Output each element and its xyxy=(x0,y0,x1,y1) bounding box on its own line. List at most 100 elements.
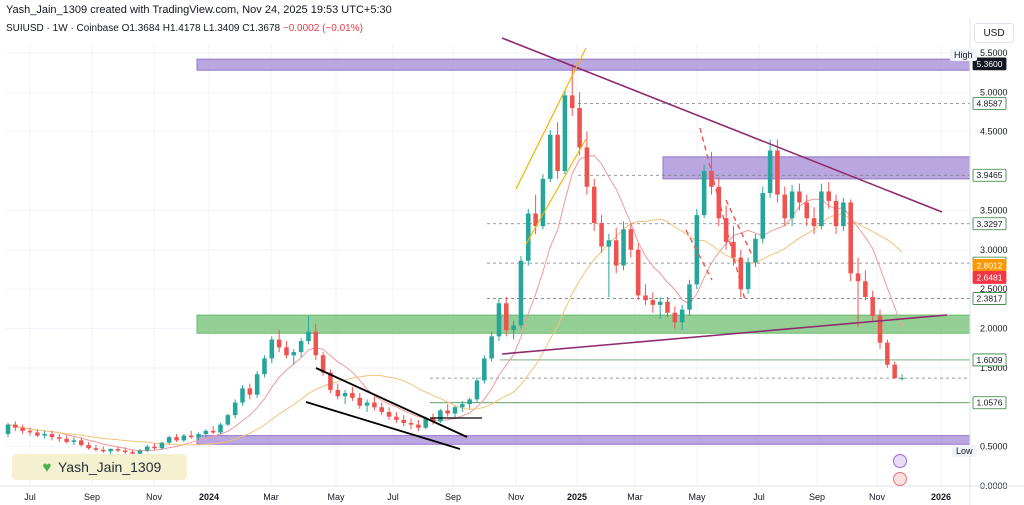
candle-body xyxy=(247,388,253,395)
x-tick-label: Jul xyxy=(24,492,36,502)
candle-body xyxy=(452,407,458,414)
candle-body xyxy=(679,309,685,323)
chart-background xyxy=(0,18,1024,505)
candle-body xyxy=(298,341,304,353)
candle-body xyxy=(5,424,11,435)
candle-body xyxy=(511,325,516,331)
candle-body xyxy=(650,300,656,305)
y-tick-label: 3.0000 xyxy=(980,245,1008,255)
y-tick-label: 3.5000 xyxy=(980,205,1008,215)
price-label-text: 2.8012 xyxy=(977,260,1003,270)
candle-body xyxy=(848,202,853,274)
candle-body xyxy=(71,440,77,442)
y-tick-label: 5.0000 xyxy=(980,87,1008,97)
candle-body xyxy=(49,434,55,438)
symbol-legend[interactable]: SUIUSD · 1W · Coinbase O1.3684 H1.4178 L… xyxy=(6,23,363,34)
candle-body xyxy=(613,240,619,266)
candle-body xyxy=(672,312,678,323)
candle-body xyxy=(269,339,275,359)
candle-body xyxy=(64,438,69,442)
price-label-text: 2.6481 xyxy=(977,272,1003,282)
candle-body xyxy=(591,186,597,223)
candle-body xyxy=(93,448,99,450)
candle-body xyxy=(57,437,62,439)
x-tick-label: 2026 xyxy=(931,492,951,502)
lightning-icon[interactable] xyxy=(893,454,907,468)
candle-body xyxy=(27,430,33,433)
candle-body xyxy=(408,423,414,425)
candle-body xyxy=(306,331,311,342)
candle-body xyxy=(166,437,172,443)
candle-body xyxy=(372,402,377,408)
candle-body xyxy=(562,95,568,171)
candle-body xyxy=(723,218,729,242)
price-label-box xyxy=(972,96,1007,110)
candle-body xyxy=(254,374,260,395)
candle-body xyxy=(555,134,560,171)
candle-body xyxy=(445,410,450,414)
price-label-text: 5.3600 xyxy=(977,59,1003,69)
candle-body xyxy=(599,222,604,247)
x-tick-label: Nov xyxy=(508,492,525,502)
candle-body xyxy=(335,389,341,397)
price-label-text: 3.9465 xyxy=(977,170,1003,180)
candle-body xyxy=(130,452,135,454)
candle-body xyxy=(328,372,333,390)
candle-body xyxy=(284,347,289,356)
candle-body xyxy=(877,315,883,343)
header-bar: Yash_Jain_1309 created with TradingView.… xyxy=(0,0,1024,18)
candle-body xyxy=(826,191,831,201)
candle-body xyxy=(885,342,890,365)
price-label-box xyxy=(972,353,1007,367)
candle-body xyxy=(540,178,546,227)
x-tick-label: Mar xyxy=(263,492,279,502)
heart-icon: ♥ xyxy=(42,458,52,476)
candle-body xyxy=(401,419,406,423)
candle-body xyxy=(643,295,648,301)
candle-body xyxy=(276,339,282,348)
y-tick-label: 2.0000 xyxy=(980,324,1008,334)
price-label-box xyxy=(972,292,1007,305)
x-tick-label: 2025 xyxy=(567,492,587,502)
creator-text: Yash_Jain_1309 created with TradingView.… xyxy=(6,4,392,16)
x-tick-label: Sep xyxy=(445,492,461,502)
candle-body xyxy=(159,442,165,449)
price-label-box xyxy=(972,396,1007,410)
price-label-box xyxy=(972,57,1007,71)
candle-body xyxy=(20,427,25,431)
drawings xyxy=(305,37,948,450)
candle-body xyxy=(870,297,875,316)
candle-body xyxy=(577,108,582,148)
grid xyxy=(0,18,1024,505)
candle-body xyxy=(423,418,428,428)
candle-body xyxy=(430,418,436,422)
candle-body xyxy=(833,200,839,227)
candle-body xyxy=(394,416,399,420)
candle-body xyxy=(13,424,18,428)
candle-body xyxy=(753,238,758,263)
candle-body xyxy=(709,171,714,187)
close-value: C1.3678 xyxy=(242,23,281,34)
candle-body xyxy=(225,415,231,425)
flag-icon[interactable] xyxy=(893,472,907,486)
currency-selector[interactable]: USD xyxy=(974,23,1014,43)
candle-body xyxy=(474,380,480,400)
candle-body xyxy=(210,430,216,433)
candle-body xyxy=(122,450,128,453)
candle-body xyxy=(174,437,179,441)
y-tick-label: 2.5000 xyxy=(980,284,1008,294)
candle-body xyxy=(621,229,626,266)
wedge-upper xyxy=(315,367,468,438)
candle-body xyxy=(482,358,487,381)
candle-body xyxy=(181,435,187,441)
candle-body xyxy=(811,218,817,227)
y-tick-label: 1.5000 xyxy=(980,363,1008,373)
candle-body xyxy=(518,260,524,326)
candle-body xyxy=(665,301,670,313)
price-label-text: 3.3297 xyxy=(977,219,1003,229)
candle-body xyxy=(438,410,443,422)
horizontal-levels xyxy=(430,102,970,404)
x-axis[interactable]: Jul Sep Nov 2024 Mar May Jul Sep Nov 2025 Mar May Ju… xyxy=(0,485,1024,502)
candle-body xyxy=(342,393,348,397)
